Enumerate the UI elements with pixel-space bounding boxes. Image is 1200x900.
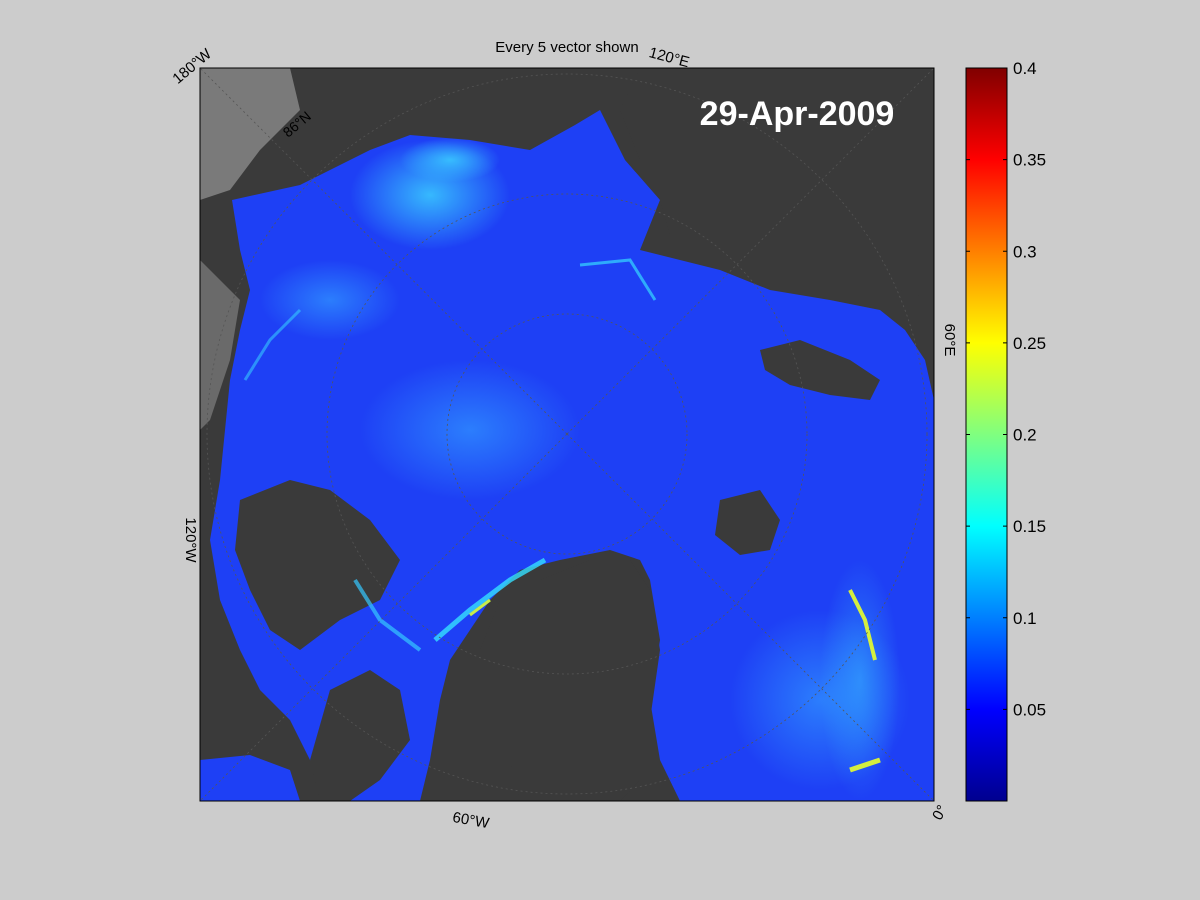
land-greenland [480,560,660,801]
colorbar-tick-label: 0.3 [1013,242,1037,261]
colorbar-tick-label: 0.05 [1013,700,1046,719]
date-label: 29-Apr-2009 [700,95,895,133]
land-far-patch [200,68,300,200]
lon-label-60e: 60°E [941,324,958,357]
lon-label-120w: 120°W [182,517,199,563]
lon-label-60w: 60°W [451,809,491,832]
lon-label-0: 0° [929,802,951,823]
colorbar-tick-label: 0.2 [1013,426,1037,445]
colorbar-tick-label: 0.1 [1013,609,1037,628]
map-border [199,67,935,802]
velocity-glow [260,260,400,340]
colorbar-gradient [965,67,1008,802]
colorbar-ticks: 0.4 0.35 0.3 0.25 0.2 0.15 0.1 0.05 [966,59,1046,719]
velocity-streak [243,308,302,381]
velocity-glow [820,560,900,800]
ice-region-bottomleft [200,755,300,801]
colorbar: 0.4 0.35 0.3 0.25 0.2 0.15 0.1 0.05 [965,59,1046,802]
colorbar-tick-label: 0.4 [1013,59,1037,78]
colorbar-tick-label: 0.35 [1013,151,1046,170]
land-archipelago [235,480,400,650]
velocity-streak [848,589,877,661]
velocity-streak [353,578,422,652]
land-island [715,490,780,555]
graticule [200,68,934,801]
map-area: 29-Apr-2009 86°N [200,68,934,801]
land-far-patch [200,260,240,430]
land-svalbard [760,340,880,400]
land-siberia [620,68,934,300]
lon-label-120e: 120°E [647,44,691,71]
velocity-streak [579,258,657,301]
plot-title: Every 5 vector shown [495,39,638,56]
land-island [310,670,410,801]
colorbar-tick-label: 0.15 [1013,517,1046,536]
velocity-glow [400,138,500,182]
colorbar-tick-label: 0.25 [1013,334,1046,353]
velocity-streak [849,757,881,773]
velocity-streak [433,557,547,642]
velocity-streak [469,598,491,617]
velocity-glow [360,360,580,500]
